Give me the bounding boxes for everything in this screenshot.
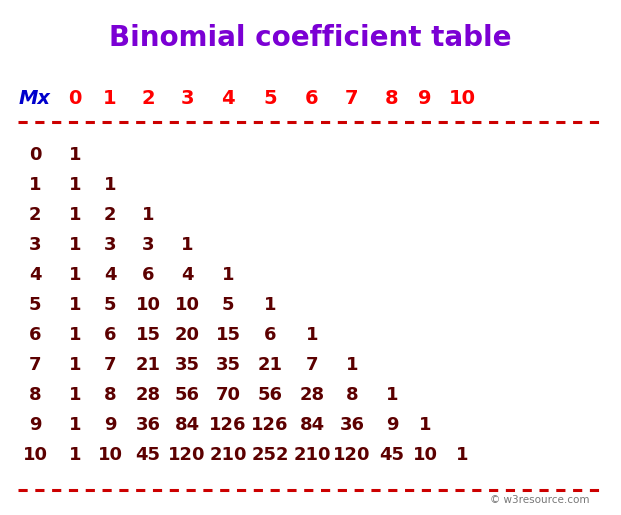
Text: 1: 1 [69, 386, 81, 404]
Text: 2: 2 [104, 206, 116, 224]
Text: 4: 4 [104, 266, 116, 284]
Text: 36: 36 [340, 416, 365, 434]
Text: 6: 6 [104, 326, 116, 344]
Text: © w3resource.com: © w3resource.com [491, 495, 590, 505]
Text: 1: 1 [306, 326, 318, 344]
Text: 1: 1 [69, 176, 81, 194]
Text: 10: 10 [448, 89, 476, 108]
Text: 56: 56 [175, 386, 199, 404]
Text: 1: 1 [69, 446, 81, 464]
Text: 70: 70 [215, 386, 240, 404]
Text: Mx: Mx [19, 89, 51, 108]
Text: 1: 1 [69, 356, 81, 374]
Text: 1: 1 [346, 356, 358, 374]
Text: 1: 1 [419, 416, 431, 434]
Text: 3: 3 [104, 236, 116, 254]
Text: 15: 15 [135, 326, 160, 344]
Text: 10: 10 [412, 446, 438, 464]
Text: 7: 7 [345, 89, 359, 108]
Text: 5: 5 [104, 296, 116, 314]
Text: 10: 10 [135, 296, 160, 314]
Text: 6: 6 [142, 266, 154, 284]
Text: 120: 120 [333, 446, 371, 464]
Text: 21: 21 [135, 356, 160, 374]
Text: 1: 1 [69, 146, 81, 164]
Text: 1: 1 [386, 386, 398, 404]
Text: 126: 126 [252, 416, 289, 434]
Text: 36: 36 [135, 416, 160, 434]
Text: 1: 1 [456, 446, 468, 464]
Text: 120: 120 [168, 446, 206, 464]
Text: 7: 7 [29, 356, 41, 374]
Text: 1: 1 [104, 176, 116, 194]
Text: 1: 1 [69, 206, 81, 224]
Text: 3: 3 [180, 89, 194, 108]
Text: 7: 7 [104, 356, 116, 374]
Text: 1: 1 [69, 236, 81, 254]
Text: 1: 1 [222, 266, 234, 284]
Text: 5: 5 [222, 296, 234, 314]
Text: 45: 45 [135, 446, 160, 464]
Text: 8: 8 [29, 386, 42, 404]
Text: 56: 56 [258, 386, 283, 404]
Text: 252: 252 [252, 446, 289, 464]
Text: 0: 0 [68, 89, 82, 108]
Text: 45: 45 [379, 446, 404, 464]
Text: 3: 3 [29, 236, 41, 254]
Text: 9: 9 [104, 416, 116, 434]
Text: 8: 8 [104, 386, 116, 404]
Text: 10: 10 [175, 296, 199, 314]
Text: 1: 1 [103, 89, 117, 108]
Text: 10: 10 [97, 446, 122, 464]
Text: 6: 6 [305, 89, 319, 108]
Text: 84: 84 [175, 416, 199, 434]
Text: 21: 21 [258, 356, 283, 374]
Text: 1: 1 [29, 176, 41, 194]
Text: 126: 126 [209, 416, 247, 434]
Text: 9: 9 [386, 416, 398, 434]
Text: 10: 10 [22, 446, 47, 464]
Text: 9: 9 [419, 89, 432, 108]
Text: 35: 35 [215, 356, 240, 374]
Text: 210: 210 [209, 446, 247, 464]
Text: 6: 6 [29, 326, 41, 344]
Text: 1: 1 [69, 266, 81, 284]
Text: 7: 7 [306, 356, 318, 374]
Text: 4: 4 [29, 266, 41, 284]
Text: 5: 5 [263, 89, 277, 108]
Text: Binomial coefficient table: Binomial coefficient table [109, 24, 512, 52]
Text: 1: 1 [181, 236, 193, 254]
Text: 28: 28 [135, 386, 161, 404]
Text: 5: 5 [29, 296, 41, 314]
Text: 1: 1 [69, 416, 81, 434]
Text: 8: 8 [346, 386, 358, 404]
Text: 1: 1 [142, 206, 154, 224]
Text: 2: 2 [141, 89, 155, 108]
Text: 1: 1 [69, 296, 81, 314]
Text: 4: 4 [221, 89, 235, 108]
Text: 3: 3 [142, 236, 154, 254]
Text: 1: 1 [69, 326, 81, 344]
Text: 9: 9 [29, 416, 41, 434]
Text: 8: 8 [385, 89, 399, 108]
Text: 15: 15 [215, 326, 240, 344]
Text: 28: 28 [299, 386, 325, 404]
Text: 35: 35 [175, 356, 199, 374]
Text: 6: 6 [264, 326, 276, 344]
Text: 4: 4 [181, 266, 193, 284]
Text: 0: 0 [29, 146, 41, 164]
Text: 210: 210 [293, 446, 331, 464]
Text: 2: 2 [29, 206, 41, 224]
Text: 20: 20 [175, 326, 199, 344]
Text: 84: 84 [299, 416, 325, 434]
Text: 1: 1 [264, 296, 276, 314]
